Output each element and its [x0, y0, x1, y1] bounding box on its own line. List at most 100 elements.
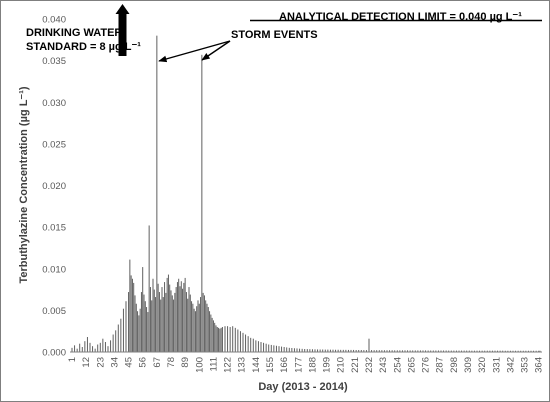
bar	[265, 343, 267, 352]
bar	[122, 308, 124, 352]
bar	[509, 350, 511, 352]
bar	[125, 301, 127, 352]
bar	[468, 350, 470, 352]
y-tick-label: 0.015	[42, 223, 66, 234]
bar	[332, 349, 334, 352]
x-tick-label: 309	[463, 357, 474, 373]
bar	[435, 350, 437, 352]
x-tick-label: 122	[223, 357, 234, 373]
bar	[425, 350, 427, 352]
bar	[368, 338, 370, 352]
bar	[179, 286, 181, 352]
bar	[314, 349, 316, 352]
x-tick-labels: 1 12 23 34 45 56 67 78 89 100 111 122 133 144 155 166 17…	[67, 357, 545, 373]
bar	[196, 306, 198, 352]
bar	[360, 350, 362, 352]
bar	[158, 292, 160, 352]
y-tick-label: 0.035	[42, 56, 66, 67]
bar	[522, 350, 524, 352]
drinking-water-arrow-icon	[115, 4, 130, 56]
bar	[147, 312, 149, 352]
bar	[260, 342, 262, 352]
bar	[176, 282, 178, 352]
bar	[71, 347, 73, 352]
bar	[278, 346, 280, 352]
bar	[383, 350, 385, 352]
bar	[535, 350, 537, 352]
x-tick-label: 287	[435, 357, 446, 373]
bar	[273, 345, 275, 352]
bar	[214, 322, 216, 352]
bar	[342, 349, 344, 352]
bar	[247, 336, 249, 352]
bar	[520, 350, 522, 352]
bar	[484, 350, 486, 352]
bar	[224, 326, 226, 352]
bar	[203, 295, 205, 352]
bar	[198, 303, 200, 352]
bar	[324, 349, 326, 352]
bar	[202, 292, 204, 352]
bar	[355, 350, 357, 352]
bar	[453, 350, 455, 352]
bar	[171, 295, 173, 352]
bar	[286, 347, 288, 352]
bar	[166, 277, 168, 352]
y-tick-label: 0.030	[42, 98, 66, 109]
bar	[363, 350, 365, 352]
x-tick-label: 23	[95, 357, 106, 368]
bar	[211, 317, 213, 352]
bar	[242, 332, 244, 352]
bar	[481, 350, 483, 352]
bar	[164, 282, 166, 352]
bar	[491, 350, 493, 352]
bar	[394, 350, 396, 352]
bar	[268, 344, 270, 352]
bar	[194, 311, 196, 352]
bar	[92, 346, 94, 352]
bar	[104, 342, 106, 352]
x-tick-label: 276	[421, 357, 432, 373]
bar	[188, 287, 190, 352]
x-tick-label: 254	[392, 357, 403, 373]
bar	[180, 281, 182, 352]
bar	[139, 308, 141, 352]
bar	[227, 326, 229, 352]
bar	[218, 327, 220, 352]
bar	[381, 350, 383, 352]
bar	[404, 350, 406, 352]
bar	[317, 349, 319, 352]
bar	[296, 348, 298, 352]
y-tick-labels: 0.000 0.005 0.010 0.015 0.020 0.025 0.030 0.035…	[42, 15, 66, 359]
bar	[232, 326, 234, 352]
x-tick-label: 166	[279, 357, 290, 373]
bar	[229, 327, 231, 352]
bar	[432, 350, 434, 352]
bar	[148, 225, 150, 352]
bar	[391, 350, 393, 352]
y-tick-label: 0.000	[42, 348, 66, 359]
bar	[255, 340, 257, 352]
bar	[401, 350, 403, 352]
x-tick-label: 210	[336, 357, 347, 373]
bar	[182, 288, 184, 352]
x-tick-label: 320	[477, 357, 488, 373]
bar	[143, 294, 145, 352]
x-tick-label: 199	[322, 357, 333, 373]
bar	[430, 350, 432, 352]
bar	[149, 287, 151, 352]
bar	[412, 350, 414, 352]
bar	[299, 348, 301, 352]
bar	[86, 337, 88, 352]
bar	[489, 350, 491, 352]
bar	[427, 350, 429, 352]
bar	[79, 343, 81, 352]
bar	[209, 311, 211, 352]
bar-series	[71, 35, 541, 353]
bar	[486, 350, 488, 352]
bar	[234, 327, 236, 352]
y-tick-label: 0.010	[42, 264, 66, 275]
bar	[250, 337, 252, 352]
bar	[525, 350, 527, 352]
